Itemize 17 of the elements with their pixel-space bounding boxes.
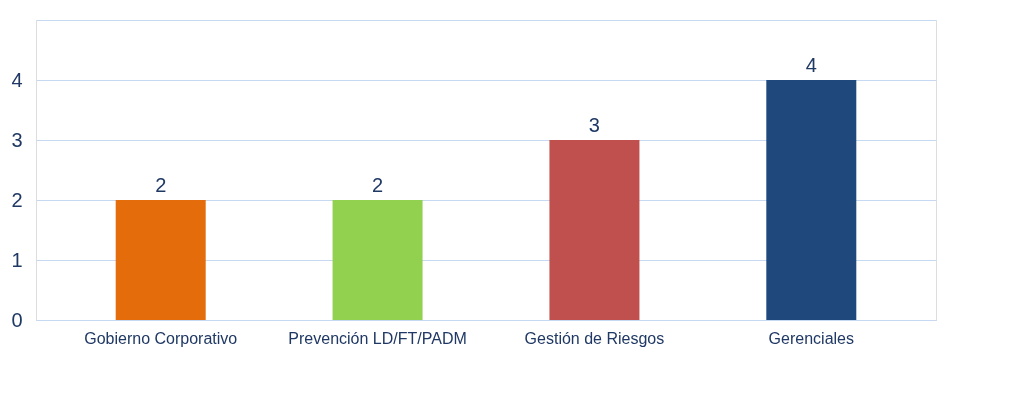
y-tick-label: 2 — [11, 188, 23, 211]
bar — [332, 200, 423, 320]
bar — [115, 200, 206, 320]
x-tick-label: Gerenciales — [768, 329, 854, 347]
bar — [766, 80, 857, 320]
x-tick-label: Gestión de Riesgos — [524, 329, 665, 347]
x-tick-label: Gobierno Corporativo — [84, 329, 238, 347]
x-tick-label: Prevención LD/FT/PADM — [288, 329, 467, 347]
data-label: 4 — [805, 54, 817, 76]
y-tick-label: 1 — [11, 248, 23, 271]
data-label: 2 — [155, 174, 167, 196]
data-label: 3 — [588, 114, 600, 136]
y-tick-label: 3 — [11, 128, 23, 151]
bar — [549, 140, 640, 320]
data-label: 2 — [372, 174, 384, 196]
y-tick-label: 0 — [11, 308, 23, 331]
y-tick-label: 4 — [11, 68, 23, 91]
